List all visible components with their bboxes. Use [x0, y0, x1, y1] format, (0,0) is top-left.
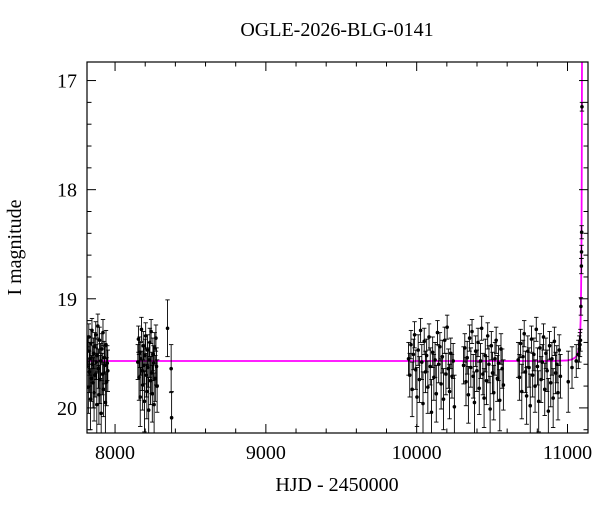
data-point: [468, 347, 474, 388]
x-tick-label: 11000: [543, 442, 592, 464]
data-point: [408, 329, 414, 360]
data-point: [443, 352, 449, 396]
data-point: [574, 344, 579, 378]
point-group-season-5: [515, 316, 563, 433]
data-point: [493, 326, 499, 354]
data-point: [97, 326, 102, 354]
data-point: [418, 317, 423, 343]
data-point: [478, 343, 483, 379]
data-point: [569, 346, 575, 389]
data-point: [440, 339, 445, 374]
data-point: [447, 363, 452, 420]
data-point: [529, 325, 534, 353]
point-group-season-3: [406, 314, 457, 433]
data-point: [420, 371, 426, 433]
data-point: [417, 356, 422, 403]
data-point: [544, 349, 550, 392]
data-point: [469, 319, 475, 344]
data-point: [472, 371, 477, 433]
axes-layer: 8000 9000 10000 11000 17 18 19 20: [57, 61, 592, 464]
data-point: [547, 331, 552, 361]
x-tick-label: 10000: [392, 442, 442, 464]
data-point: [552, 326, 557, 356]
data-point: [429, 379, 434, 433]
data-point: [546, 377, 551, 433]
chart-title: OGLE-2026-BLG-0141: [240, 19, 433, 41]
data-point: [139, 316, 144, 342]
x-axis-label: HJD - 2450000: [275, 474, 398, 496]
data-point: [517, 353, 522, 401]
y-tick-label: 17: [57, 71, 77, 93]
point-group-season-2-tail: [165, 299, 174, 433]
data-point: [466, 365, 471, 424]
data-point: [522, 320, 527, 348]
data-point: [518, 328, 523, 359]
point-group-season-1: [87, 313, 111, 433]
data-point: [484, 356, 489, 406]
data-point: [550, 368, 556, 428]
data-point: [555, 364, 561, 421]
model-curve-layer: [87, 62, 583, 362]
data-point: [531, 337, 537, 372]
data-point: [425, 360, 431, 414]
data-point: [412, 321, 417, 349]
data-point: [479, 315, 484, 341]
data-point: [464, 340, 470, 375]
data-point: [93, 321, 98, 349]
data-point: [153, 324, 159, 352]
data-point: [548, 358, 553, 408]
data-point: [579, 257, 584, 275]
y-tick-label: 18: [57, 180, 77, 202]
data-point: [579, 225, 584, 240]
data-point: [444, 314, 450, 340]
data-point: [452, 374, 457, 433]
point-group-season-4: [461, 315, 506, 433]
data-point: [438, 358, 444, 410]
data-point: [578, 297, 584, 316]
model-curve: [87, 62, 583, 362]
data-point: [578, 328, 583, 352]
y-axis-label: I magnitude: [4, 199, 26, 295]
x-tick-label: 8000: [95, 442, 135, 464]
data-point: [151, 372, 157, 433]
data-point: [526, 347, 532, 388]
y-tick-label: 20: [57, 398, 77, 420]
data-point: [501, 359, 506, 411]
x-tick-label: 9000: [246, 442, 286, 464]
point-group-season-2: [135, 316, 160, 433]
data-point: [165, 299, 170, 358]
data-point: [534, 316, 539, 342]
data-point: [556, 334, 562, 366]
data-point: [579, 101, 585, 112]
data-point: [435, 320, 440, 346]
data-point: [467, 324, 472, 352]
data-point: [579, 244, 584, 259]
data-point: [430, 336, 435, 368]
y-tick-label: 19: [57, 289, 77, 311]
data-point: [105, 349, 111, 392]
data-point: [144, 363, 150, 420]
data-point: [169, 391, 174, 433]
plot-frame: [86, 61, 589, 434]
data-point: [485, 322, 490, 350]
point-group-event-rise: [566, 101, 585, 413]
data-point: [566, 350, 571, 413]
data-point: [154, 359, 160, 413]
data-point: [524, 367, 529, 425]
data-point: [432, 341, 438, 378]
data-point: [148, 319, 154, 344]
data-point: [422, 327, 427, 355]
data-point: [419, 344, 425, 380]
data-point: [441, 368, 446, 431]
data-point: [168, 344, 174, 394]
data-point: [542, 362, 547, 416]
data-point: [558, 353, 563, 399]
data-point: [487, 375, 493, 433]
data-points-layer: [87, 101, 585, 433]
data-point: [434, 364, 439, 423]
